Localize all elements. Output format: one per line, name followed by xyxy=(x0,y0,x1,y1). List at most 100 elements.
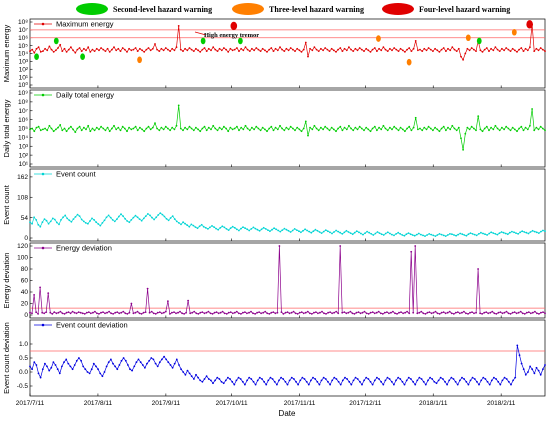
x-tick-label: 2017/11/11 xyxy=(284,400,316,407)
series-point xyxy=(59,43,62,46)
series-point xyxy=(248,129,251,132)
series-point xyxy=(405,379,408,382)
series-point xyxy=(420,310,423,313)
series-point xyxy=(95,47,98,50)
series-point xyxy=(193,378,195,380)
series-point xyxy=(70,220,73,223)
series-point xyxy=(280,376,282,379)
series-point xyxy=(89,51,92,53)
series-point xyxy=(484,378,487,380)
x-tick-label: 2017/10/11 xyxy=(216,400,248,407)
series-point xyxy=(337,127,339,130)
series-point xyxy=(52,361,55,364)
series-point xyxy=(312,376,314,379)
series-point xyxy=(418,376,421,379)
series-point xyxy=(171,47,174,50)
series-point xyxy=(39,376,42,379)
series-point xyxy=(535,366,538,369)
series-point xyxy=(244,46,247,49)
series-point xyxy=(131,369,134,372)
series-point xyxy=(192,129,195,132)
series-point xyxy=(453,234,455,236)
series-point xyxy=(333,231,335,233)
series-point xyxy=(378,47,380,50)
series-point xyxy=(53,218,56,221)
series-point xyxy=(386,50,389,52)
series-point xyxy=(118,215,120,218)
warning-marker-level-2 xyxy=(34,53,39,60)
series-point xyxy=(216,129,219,132)
series-point xyxy=(414,383,417,386)
series-point xyxy=(123,48,126,51)
series-point xyxy=(211,225,213,227)
series-point xyxy=(150,357,153,359)
series-point xyxy=(533,129,536,132)
series-point xyxy=(220,380,223,383)
series-point xyxy=(451,124,454,127)
series-point xyxy=(61,365,63,368)
series-point xyxy=(136,129,139,132)
series-point xyxy=(57,47,59,49)
series-point xyxy=(72,218,75,221)
series-point xyxy=(271,228,273,231)
series-point xyxy=(480,379,483,382)
series-point xyxy=(146,362,148,365)
series-point xyxy=(60,219,62,221)
series-point xyxy=(78,215,81,218)
series-point xyxy=(380,380,382,383)
series-point xyxy=(265,383,268,386)
series-point xyxy=(406,48,408,51)
series-point xyxy=(178,364,180,366)
series-point xyxy=(161,213,164,216)
series-point xyxy=(81,312,84,315)
series-point xyxy=(503,376,506,379)
series-point xyxy=(420,233,422,236)
series-point xyxy=(80,50,83,52)
series-point xyxy=(459,232,462,235)
series-point xyxy=(257,127,260,130)
series-point xyxy=(269,230,271,233)
series-point xyxy=(138,218,141,221)
series-point xyxy=(373,379,376,382)
series-point xyxy=(238,229,240,232)
series-point xyxy=(412,311,415,314)
series-point xyxy=(203,47,206,49)
warning-marker-level-2 xyxy=(80,53,85,60)
series-point xyxy=(363,379,365,382)
series-point xyxy=(117,47,120,50)
series-point xyxy=(158,50,161,52)
series-point xyxy=(227,130,230,133)
series-point xyxy=(318,383,321,386)
series-point xyxy=(381,313,384,315)
series-point xyxy=(463,378,465,380)
series-point xyxy=(169,217,172,219)
series-point xyxy=(173,362,176,365)
series-point xyxy=(54,364,57,366)
series-point xyxy=(531,368,534,371)
series-point xyxy=(285,126,288,129)
series-point xyxy=(61,312,64,315)
series-point xyxy=(468,49,471,52)
series-point xyxy=(105,365,108,368)
series-point xyxy=(75,359,78,362)
series-point xyxy=(432,234,435,237)
series-line xyxy=(29,212,546,237)
series-point xyxy=(515,312,518,315)
series-point xyxy=(337,230,340,233)
series-point xyxy=(128,221,131,224)
series-point xyxy=(527,371,529,373)
series-point xyxy=(302,48,305,51)
series-point xyxy=(451,46,454,49)
series-point xyxy=(471,233,474,235)
y-tick-label: 10⁵ xyxy=(18,43,28,50)
series-point xyxy=(276,49,279,52)
series-point xyxy=(319,311,321,314)
series-point xyxy=(63,313,66,315)
series-point xyxy=(468,128,471,131)
series-point xyxy=(537,369,540,372)
series-point xyxy=(194,226,197,229)
series-point xyxy=(110,312,112,315)
series-point xyxy=(251,126,253,129)
series-point xyxy=(182,50,184,52)
series-point xyxy=(80,129,83,132)
